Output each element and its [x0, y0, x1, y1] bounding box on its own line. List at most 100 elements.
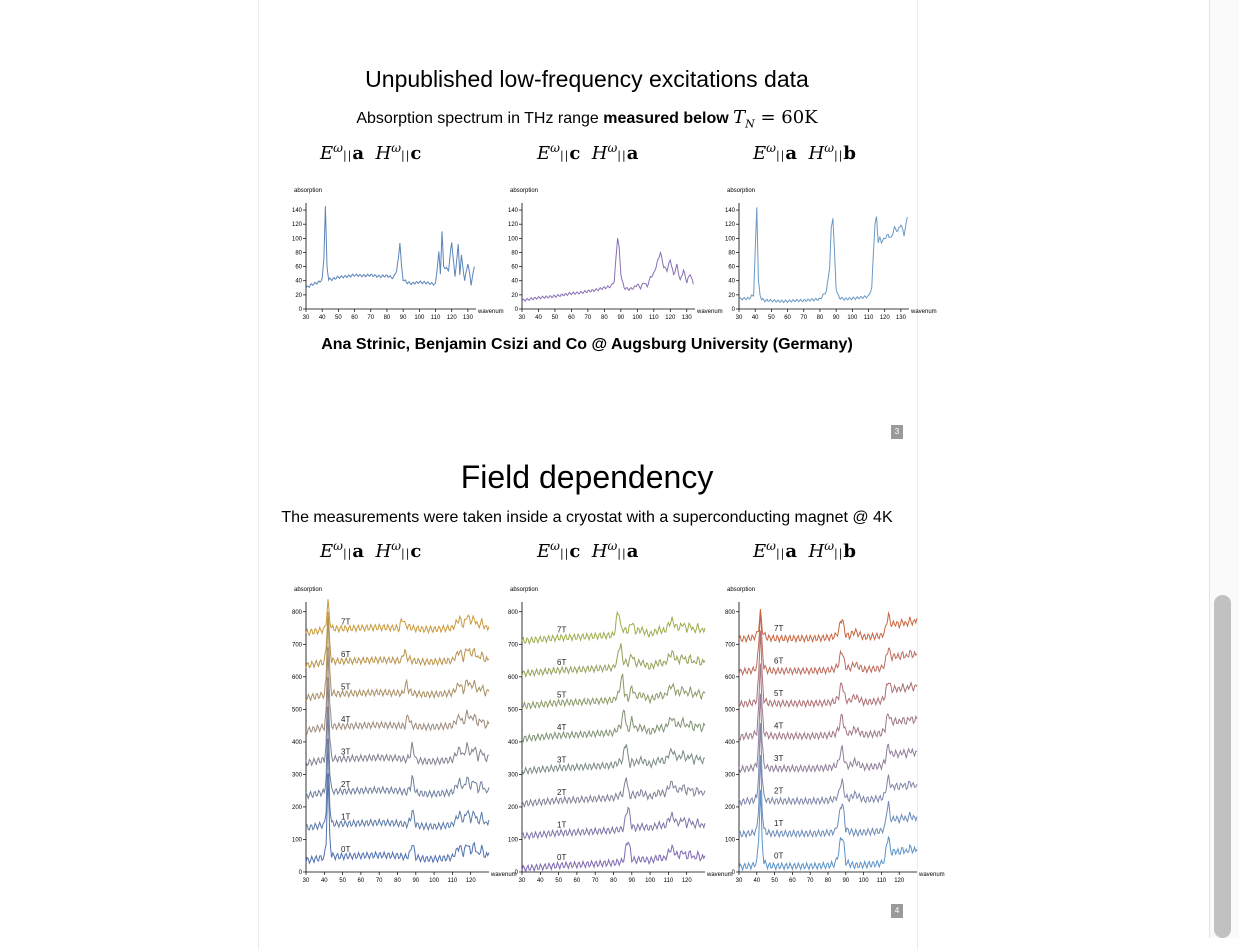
- e-sup: ω: [766, 539, 776, 553]
- x-tick-label: 30: [303, 878, 310, 884]
- y-tick-label: 300: [508, 772, 519, 778]
- series-line-1T: [305, 738, 490, 832]
- x-tick-label: 30: [303, 315, 310, 321]
- y-tick-label: 60: [728, 265, 735, 271]
- x-tick-label: 120: [894, 878, 905, 884]
- y-tick-label: 300: [725, 772, 736, 778]
- y-tick-label: 120: [508, 222, 519, 228]
- x-tick-label: 70: [585, 315, 592, 321]
- y-tick-label: 120: [292, 222, 303, 228]
- chart-field-a-c: 0 100 200 300 400 500 600 700 800 30 40 50 60 70 80 90 1…: [292, 587, 517, 884]
- y-tick-label: 700: [508, 642, 519, 648]
- y-tick-label: 600: [725, 675, 736, 681]
- h-dir: c: [410, 541, 422, 562]
- polarization-label-5: Eω||c Hω||a: [537, 539, 638, 562]
- x-tick-label: 40: [753, 878, 760, 884]
- series-label-0T: 0T: [774, 851, 783, 860]
- y-tick-label: 100: [508, 236, 519, 242]
- series-line-3T: [521, 744, 705, 776]
- y-tick-label: 100: [508, 837, 519, 843]
- chart-absorption-a-b: 0 20 40 60 80 100 120 140 30 40 50 60 70 80 90 100 110 12…: [725, 188, 937, 321]
- y-axis-label: absorption: [727, 587, 755, 593]
- subtitle-prefix: Absorption spectrum in THz range: [356, 110, 604, 127]
- e-symbol: E: [537, 143, 551, 164]
- series-line-7T: [305, 599, 490, 637]
- section2-subtitle: The measurements were taken inside a cry…: [281, 509, 893, 526]
- x-tick-label: 60: [568, 315, 575, 321]
- series-label-4T: 4T: [774, 721, 783, 730]
- x-tick-label: 100: [632, 315, 643, 321]
- chart-field-c-a: 0 100 200 300 400 500 600 700 800 30 40 50 60 70 80 90 1…: [508, 587, 733, 884]
- series-line-2T: [738, 723, 918, 807]
- x-tick-label: 60: [784, 315, 791, 321]
- polarization-label-4: Eω||a Hω||c: [320, 539, 421, 562]
- x-tick-label: 40: [319, 315, 326, 321]
- scrollbar-thumb[interactable]: [1214, 595, 1231, 938]
- series-label-3T: 3T: [341, 747, 350, 756]
- y-tick-label: 700: [725, 642, 736, 648]
- parallel-sign: ||: [775, 547, 786, 560]
- x-axis-label: wavenum: [910, 309, 937, 315]
- polarization-label-6: Eω||a Hω||b: [753, 539, 856, 562]
- series-line-5T: [305, 614, 490, 703]
- x-tick-label: 80: [394, 878, 401, 884]
- e-dir: a: [352, 541, 365, 562]
- parallel-sign: ||: [617, 547, 627, 560]
- y-tick-label: 100: [725, 236, 736, 242]
- y-tick-label: 40: [511, 279, 518, 285]
- x-tick-label: 50: [555, 878, 562, 884]
- x-tick-label: 80: [601, 315, 608, 321]
- y-tick-label: 200: [725, 805, 736, 811]
- y-axis-label: absorption: [727, 188, 755, 194]
- x-tick-label: 40: [752, 315, 759, 321]
- e-dir: c: [569, 143, 581, 164]
- x-tick-label: 130: [682, 315, 693, 321]
- x-tick-label: 100: [847, 315, 858, 321]
- h-symbol: H: [375, 143, 392, 164]
- y-tick-label: 0: [515, 870, 519, 876]
- x-tick-label: 70: [367, 315, 374, 321]
- y-tick-label: 400: [508, 740, 519, 746]
- series-line-7T: [738, 608, 918, 644]
- x-tick-label: 110: [649, 315, 659, 321]
- series-line-6T: [305, 611, 490, 669]
- series-line-0T: [305, 773, 490, 865]
- math-eq: = 60K: [754, 107, 818, 128]
- h-symbol: H: [808, 541, 825, 562]
- h-symbol: H: [375, 541, 392, 562]
- x-tick-label: 100: [645, 878, 656, 884]
- series-label-5T: 5T: [557, 690, 566, 699]
- page-number-3: 3: [891, 425, 903, 439]
- h-sup: ω: [824, 141, 834, 155]
- subtitle-bold: measured below: [603, 110, 729, 127]
- series-line-4T: [305, 647, 490, 735]
- series-label-7T: 7T: [341, 617, 350, 626]
- x-tick-label: 50: [771, 878, 778, 884]
- y-tick-label: 40: [728, 279, 735, 285]
- x-tick-label: 130: [463, 315, 474, 321]
- y-tick-label: 0: [732, 870, 736, 876]
- x-tick-label: 50: [339, 878, 346, 884]
- x-tick-label: 110: [877, 878, 887, 884]
- series-line-4T: [738, 663, 918, 742]
- series-line-6T: [738, 611, 918, 677]
- y-tick-label: 20: [295, 293, 302, 299]
- chart-absorption-a-c: 0 20 40 60 80 100 120 140 30 40 50 60 70 80 90 100 110 12…: [292, 188, 504, 321]
- y-tick-label: 800: [508, 610, 519, 616]
- x-tick-label: 30: [736, 878, 743, 884]
- section1-title: Unpublished low-frequency excitations da…: [365, 66, 809, 92]
- y-tick-label: 80: [511, 250, 518, 256]
- parallel-sign: ||: [833, 547, 844, 560]
- e-sup: ω: [766, 141, 776, 155]
- polarization-label-1: Eω||a Hω||c: [320, 141, 421, 164]
- y-tick-label: 800: [292, 610, 303, 616]
- y-tick-label: 300: [292, 772, 303, 778]
- parallel-sign: ||: [559, 547, 570, 560]
- x-tick-label: 60: [358, 878, 365, 884]
- h-dir: a: [626, 541, 639, 562]
- x-tick-label: 40: [321, 878, 328, 884]
- series-label-6T: 6T: [341, 650, 350, 659]
- series-line: [305, 206, 475, 289]
- y-tick-label: 0: [732, 307, 736, 313]
- h-symbol: H: [808, 143, 825, 164]
